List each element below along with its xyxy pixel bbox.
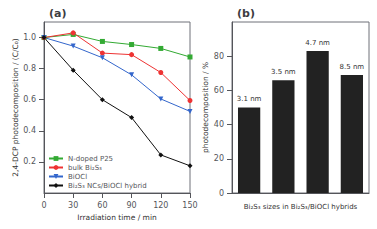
svg-text:0.8: 0.8 [23, 64, 36, 73]
svg-text:1.0: 1.0 [23, 33, 36, 42]
svg-text:60: 60 [97, 201, 107, 210]
svg-text:0: 0 [41, 201, 46, 210]
svg-text:40: 40 [214, 120, 224, 129]
svg-text:0.4: 0.4 [23, 126, 36, 135]
svg-text:3.5 nm: 3.5 nm [271, 68, 296, 76]
svg-text:0: 0 [219, 189, 224, 198]
svg-text:150: 150 [182, 201, 197, 210]
svg-text:20: 20 [214, 154, 224, 163]
svg-text:0.6: 0.6 [23, 95, 36, 104]
svg-text:8.5 nm: 8.5 nm [340, 63, 365, 71]
svg-text:(b): (b) [237, 7, 255, 20]
svg-text:Bi₂S₃ sizes in Bi₂S₃/BiOCl hyb: Bi₂S₃ sizes in Bi₂S₃/BiOCl hybrids [244, 203, 358, 211]
svg-text:(a): (a) [49, 7, 66, 20]
svg-text:3.1 nm: 3.1 nm [237, 95, 262, 103]
svg-text:90: 90 [127, 201, 137, 210]
svg-text:N-doped P25: N-doped P25 [68, 155, 113, 163]
svg-text:Irradiation time / min: Irradiation time / min [77, 213, 157, 222]
svg-text:30: 30 [68, 201, 78, 210]
svg-text:2,4-DCP photodecomposition / (: 2,4-DCP photodecomposition / (C/C₀) [11, 38, 20, 177]
svg-text:80: 80 [214, 52, 224, 61]
svg-text:60: 60 [214, 86, 224, 95]
svg-text:4.7 nm: 4.7 nm [305, 39, 330, 47]
svg-text:bulk Bi₂S₃: bulk Bi₂S₃ [68, 164, 102, 172]
svg-text:BiOCl: BiOCl [68, 173, 87, 181]
svg-text:120: 120 [153, 201, 168, 210]
svg-text:Bi₂S₃ NCs/BiOCl hybrid: Bi₂S₃ NCs/BiOCl hybrid [68, 182, 147, 190]
svg-text:photodecomposition / %: photodecomposition / % [201, 62, 210, 153]
svg-text:0.2: 0.2 [23, 157, 36, 166]
